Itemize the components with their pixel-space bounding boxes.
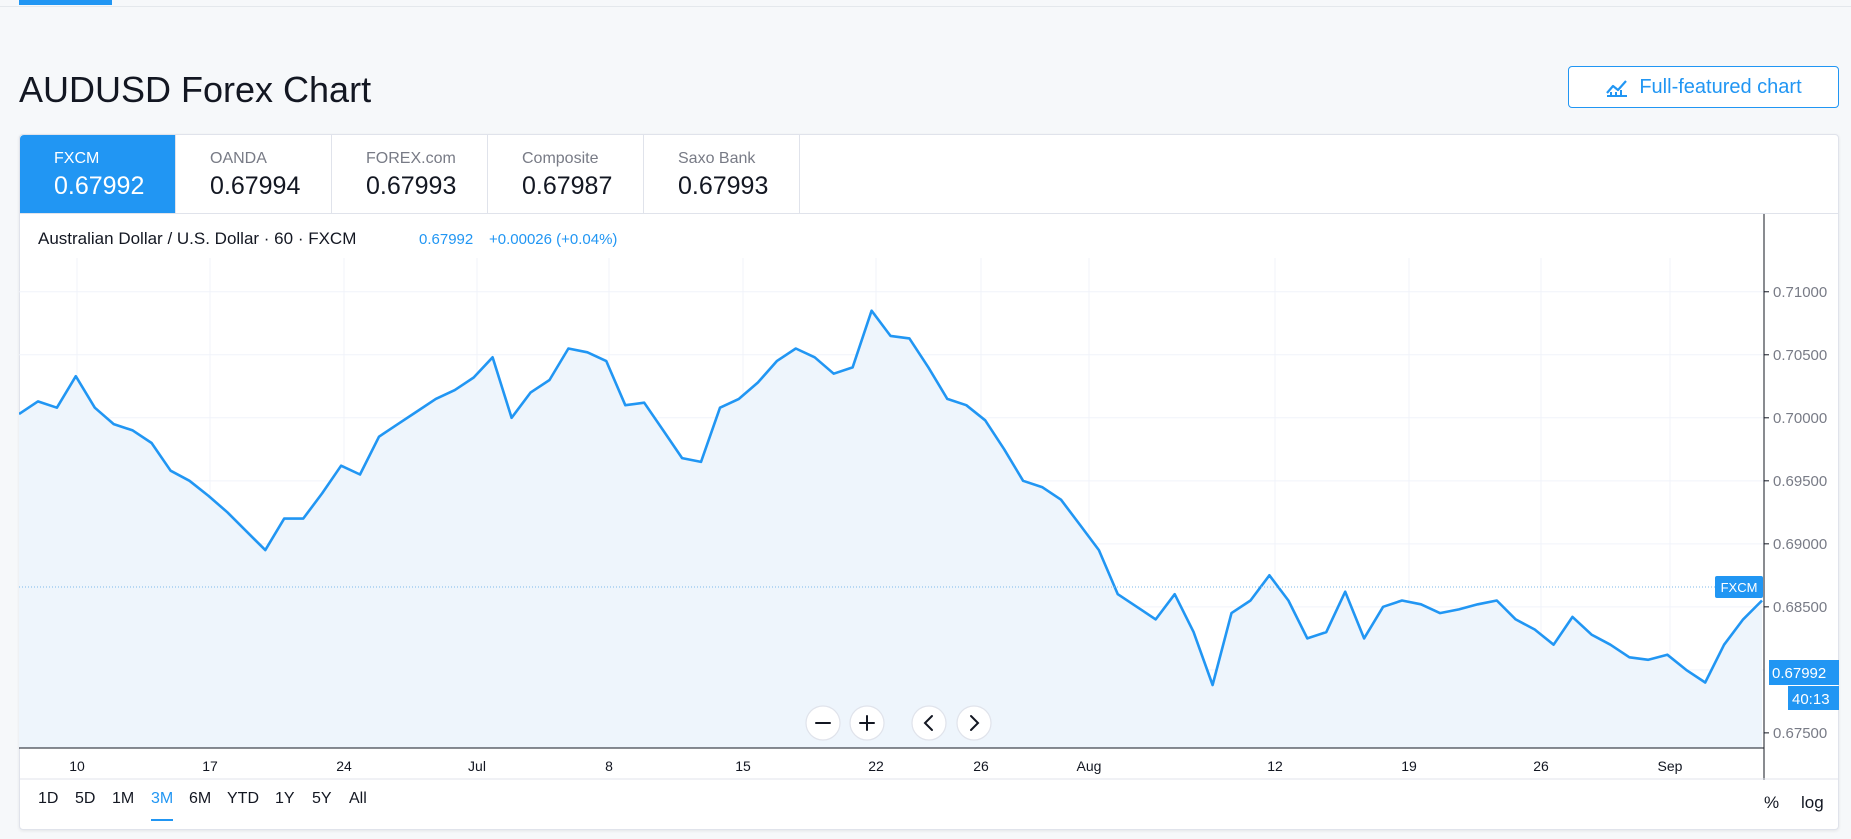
range-toolbar: 1D 5D 1M 3M 6M YTD 1Y 5Y All % log (19, 780, 1839, 830)
x-tick-label: Jul (468, 758, 486, 774)
tab-fxcm[interactable]: FXCM 0.67992 (20, 135, 176, 214)
x-tick-label: 22 (868, 758, 884, 774)
x-tick-label: 19 (1401, 758, 1417, 774)
y-tick-label: 0.69000 (1773, 536, 1827, 553)
scroll-left-button-icon (923, 715, 933, 731)
range-1m-button[interactable]: 1M (112, 790, 135, 807)
chart-symbol-label: Australian Dollar / U.S. Dollar · 60 · F… (38, 229, 356, 248)
scroll-right-button[interactable] (956, 705, 992, 741)
x-tick-label: Aug (1077, 758, 1102, 774)
tab-name: FXCM (54, 150, 100, 167)
percent-scale-button[interactable]: % (1764, 793, 1780, 812)
y-tick-label: 0.67500 (1773, 725, 1827, 742)
y-tick-label: 0.71000 (1773, 284, 1827, 301)
chart-last-value: 0.67992 (419, 231, 473, 248)
tabs-divider (800, 213, 1838, 214)
tab-price: 0.67992 (54, 172, 145, 200)
x-tick-label: 26 (973, 758, 989, 774)
range-6m-button[interactable]: 6M (189, 790, 212, 807)
range-5d-button[interactable]: 5D (75, 790, 96, 807)
range-5y-button[interactable]: 5Y (312, 790, 332, 807)
tab-composite[interactable]: Composite 0.67987 (488, 135, 644, 214)
full-featured-chart-label: Full-featured chart (1639, 75, 1802, 98)
scroll-left-button[interactable] (911, 705, 947, 741)
y-tick-label: 0.69500 (1773, 473, 1827, 490)
range-all-button[interactable]: All (349, 790, 367, 807)
y-tick-label: 0.70000 (1773, 410, 1827, 427)
active-range-indicator (151, 819, 173, 821)
x-tick-label: 12 (1267, 758, 1283, 774)
x-tick-label: 10 (69, 758, 85, 774)
x-tick-label: 26 (1533, 758, 1549, 774)
last-price-badge (1769, 660, 1839, 685)
tab-oanda[interactable]: OANDA 0.67994 (176, 135, 332, 214)
tab-name: OANDA (210, 150, 267, 167)
series-line (19, 309, 1763, 687)
x-tick-label: 24 (336, 758, 352, 774)
x-tick-label: 8 (605, 758, 613, 774)
range-ytd-button[interactable]: YTD (227, 790, 259, 807)
tab-forex-com[interactable]: FOREX.com 0.67993 (332, 135, 488, 214)
countdown-badge-label: 40:13 (1792, 691, 1830, 708)
tab-name: Saxo Bank (678, 150, 756, 167)
range-1d-button[interactable]: 1D (38, 790, 59, 807)
page-title: AUDUSD Forex Chart (19, 69, 372, 110)
source-badge-label: FXCM (1721, 580, 1758, 595)
y-tick-label: 0.70500 (1773, 347, 1827, 364)
price-chart[interactable]: 10 17 24 Jul 8 15 22 26 Aug 12 19 26 Sep 0.71000 0.705… (19, 214, 1839, 780)
zoom-in-button-icon (859, 715, 875, 731)
series-area (19, 310, 1762, 748)
tab-price: 0.67993 (366, 172, 457, 200)
broker-tabs: FXCM 0.67992 OANDA 0.67994 FOREX.com 0.6… (20, 135, 800, 214)
x-tick-label: Sep (1658, 758, 1683, 774)
tab-price: 0.67993 (678, 172, 769, 200)
chart-change-value: +0.00026 (+0.04%) (489, 231, 617, 248)
full-featured-chart-button[interactable]: Full-featured chart (1568, 66, 1839, 108)
y-tick-label: 0.68500 (1773, 599, 1827, 616)
last-price-badge-label: 0.67992 (1772, 665, 1826, 682)
tab-saxo-bank[interactable]: Saxo Bank 0.67993 (644, 135, 800, 214)
x-tick-label: 17 (202, 758, 218, 774)
tab-price: 0.67994 (210, 172, 301, 200)
top-rule (0, 0, 1851, 7)
x-tick-label: 15 (735, 758, 751, 774)
countdown-badge (1788, 686, 1839, 710)
range-1y-button[interactable]: 1Y (275, 790, 295, 807)
scroll-right-button-icon (970, 715, 980, 731)
top-tab-indicator (19, 0, 112, 5)
tab-price: 0.67987 (522, 172, 613, 200)
log-scale-button[interactable]: log (1801, 793, 1824, 812)
range-3m-button[interactable]: 3M (151, 790, 174, 807)
source-badge (1715, 576, 1763, 598)
tab-name: Composite (522, 150, 599, 167)
chart-icon (1606, 80, 1628, 97)
tab-name: FOREX.com (366, 150, 456, 167)
